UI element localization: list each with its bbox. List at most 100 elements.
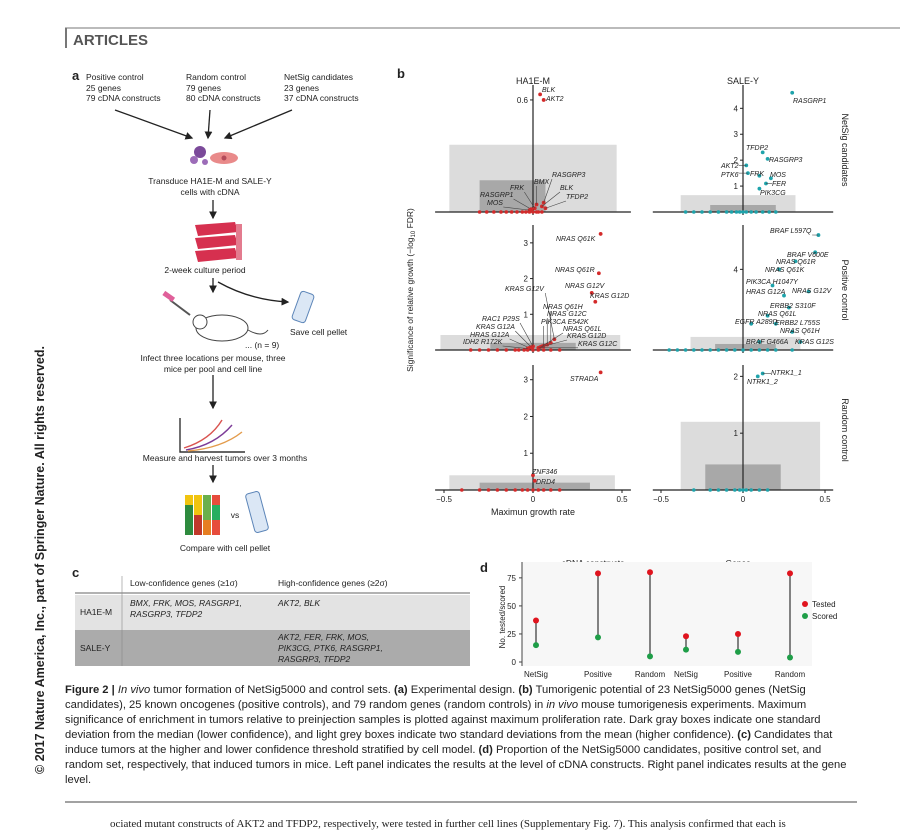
data-point	[749, 348, 753, 352]
point-label: ERBB2 S310F	[770, 303, 816, 310]
data-point	[495, 488, 500, 492]
dot	[533, 617, 539, 624]
x-tick-label: Random	[775, 670, 806, 679]
leader-line	[503, 206, 530, 211]
y-tick-label: 2	[524, 412, 529, 421]
y-axis-label-sub: 10	[411, 230, 417, 237]
data-point	[749, 321, 754, 326]
table-row-label: SALE-Y	[80, 643, 111, 653]
y-tick-label: 75	[507, 574, 516, 583]
tube-icon	[291, 290, 315, 324]
leader-line	[541, 332, 564, 347]
data-point	[596, 271, 601, 276]
data-point	[522, 348, 526, 352]
point-label: AKT2	[720, 163, 739, 170]
dot	[533, 642, 539, 649]
leader-line	[502, 345, 528, 349]
data-point	[729, 210, 734, 214]
data-point	[700, 348, 704, 352]
table-row-bg	[75, 595, 470, 630]
point-label: BRAF L597Q	[770, 228, 812, 235]
data-point	[716, 488, 721, 492]
y-axis-label-part: FDR)	[405, 208, 415, 231]
data-point	[495, 348, 500, 352]
point-label: MOS	[487, 200, 503, 207]
leader-line	[544, 292, 555, 340]
data-point	[683, 348, 688, 352]
point-label: BRAF G466A	[746, 339, 789, 346]
point-label: EGFR A289D	[735, 319, 778, 326]
point-label: PIK3CA E542K	[541, 319, 589, 326]
data-point	[773, 321, 778, 326]
point-label: HRAS G12A	[470, 332, 510, 339]
gene-list: AKT2, BLK	[277, 598, 320, 608]
point-label: ZNF346	[531, 469, 557, 476]
data-point	[798, 340, 803, 344]
data-point	[757, 340, 762, 344]
point-label: NRAS Q61L	[563, 326, 602, 333]
data-point	[765, 348, 770, 352]
data-point	[541, 488, 546, 492]
data-point	[760, 210, 765, 214]
data-point	[734, 210, 739, 214]
step: Compare with cell pellet	[180, 543, 271, 553]
x-axis-label: Maximun growth rate	[491, 507, 575, 517]
caption-segment: Proportion of the NetSig5000 candidates,…	[65, 744, 847, 786]
point-label: BLK	[560, 185, 574, 192]
point-label: RASGRP3	[552, 172, 586, 179]
caption-segment: (c)	[737, 729, 751, 741]
data-point	[765, 313, 770, 318]
y-tick-label: 1	[734, 182, 739, 191]
point-label: NRAS G12V	[565, 283, 606, 290]
y-tick-label: 25	[507, 630, 516, 639]
data-point	[557, 488, 562, 492]
data-point	[667, 348, 671, 352]
data-point	[520, 488, 525, 492]
column-title: SALE-Y	[727, 76, 759, 86]
point-label: BLK	[542, 87, 556, 94]
data-point	[737, 210, 742, 214]
data-point	[700, 210, 704, 214]
data-point	[708, 488, 712, 492]
step: vs	[231, 510, 240, 520]
step: Measure and harvest tumors over 3 months	[143, 453, 307, 463]
point-label: PIK3CA H1047Y	[746, 279, 799, 286]
data-point	[768, 176, 773, 181]
data-point	[683, 210, 688, 214]
leader-line	[540, 339, 568, 348]
row-title: Random control	[840, 398, 850, 462]
y-tick-label: 50	[507, 602, 516, 611]
data-point	[541, 348, 546, 352]
data-point	[757, 173, 762, 178]
gene-list: PIK3CG, PTK6, RASGRP1,	[278, 643, 383, 653]
data-point	[692, 348, 696, 352]
data-point	[741, 348, 745, 352]
table-row-label: HA1E-M	[80, 607, 112, 617]
dot	[735, 648, 741, 655]
y-tick-label: 1	[524, 310, 529, 319]
caption-segment: (a)	[393, 684, 408, 696]
data-point	[513, 348, 517, 352]
x-tick-label: −0.5	[653, 495, 669, 504]
dot	[787, 654, 793, 661]
caption-segment: mouse tumorigenesis experiments. Maximum…	[65, 699, 821, 741]
table-header: High-confidence genes (≥2σ)	[278, 578, 388, 588]
panel-letter: c	[72, 565, 79, 580]
point-label: AKT2	[545, 96, 564, 103]
source-genes: 79 genes	[186, 83, 221, 93]
data-point	[741, 210, 745, 214]
data-point	[520, 210, 525, 214]
source-constructs: 79 cDNA constructs	[86, 93, 161, 103]
point-label: BMX	[534, 179, 550, 186]
caption: Figure 2 | In vivo tumor formation of Ne…	[65, 683, 857, 788]
legend-label: Scored	[812, 612, 837, 621]
point-label: NRAS Q61L	[758, 311, 797, 318]
source-constructs: 37 cDNA constructs	[284, 93, 359, 103]
x-tick-label: NetSig	[524, 670, 548, 679]
y-tick-label: 2	[734, 372, 739, 381]
point-label: NTRK1_1	[771, 370, 802, 377]
y-tick-label: 1	[734, 429, 739, 438]
